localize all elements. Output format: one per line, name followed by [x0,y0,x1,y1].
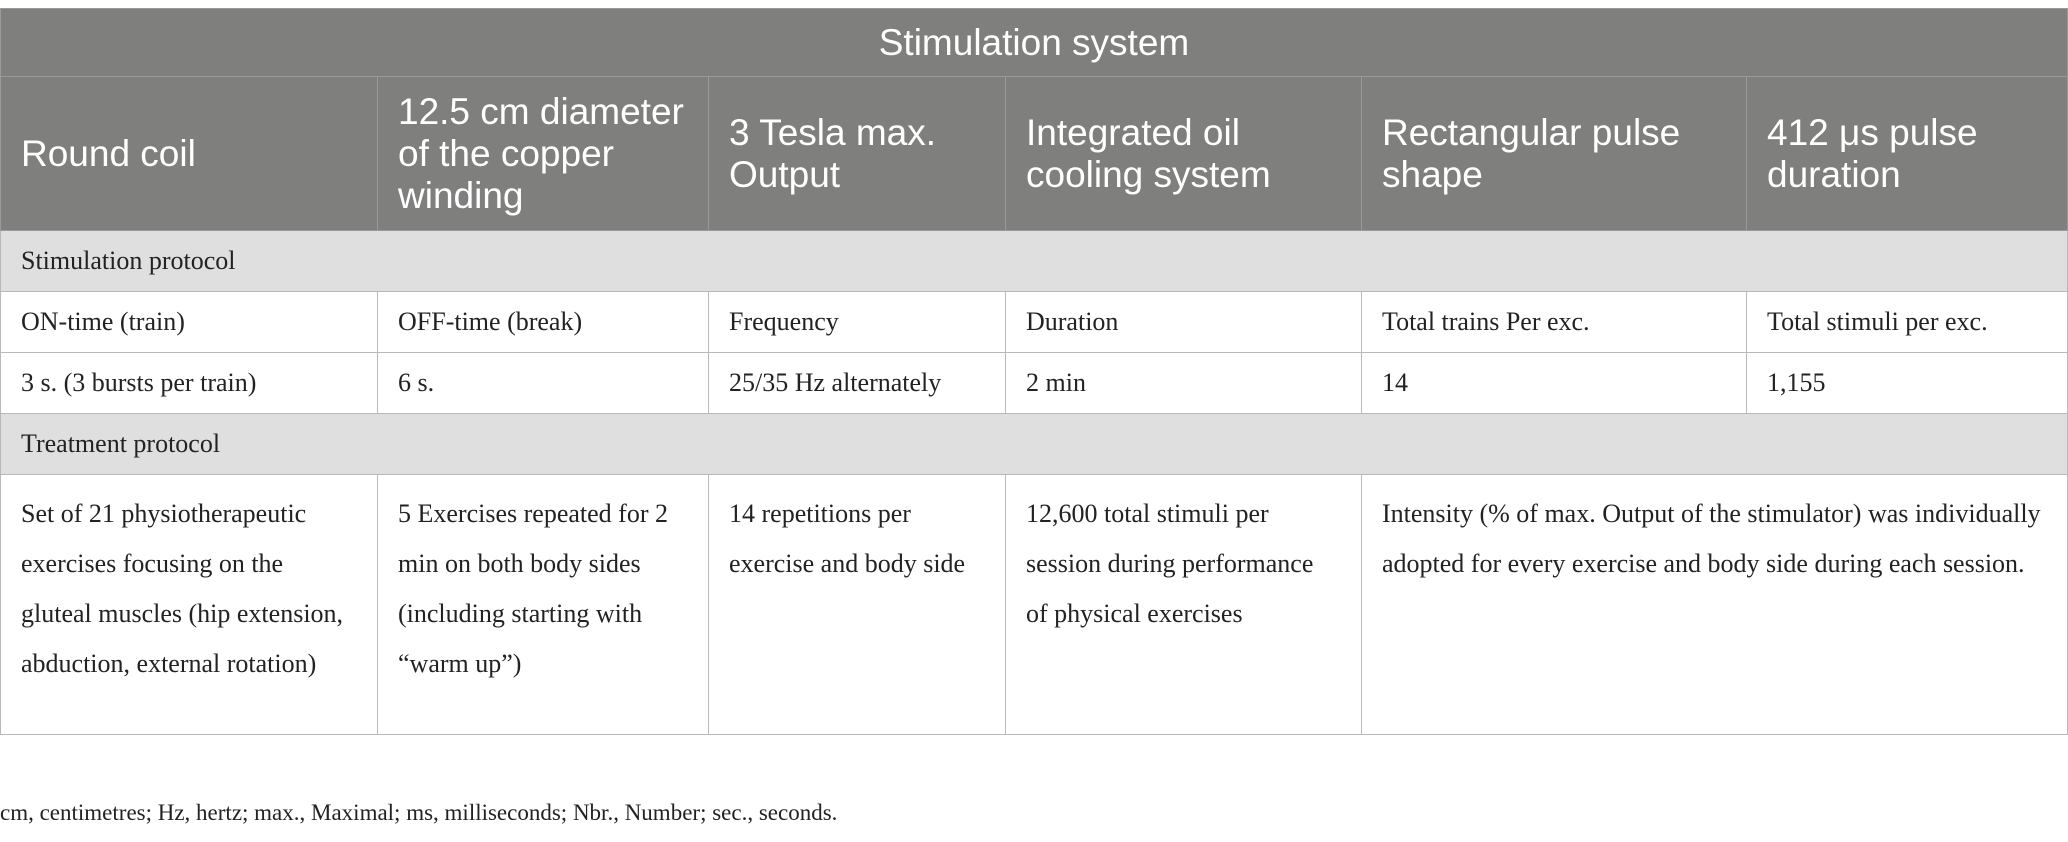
section-heading-stimulation: Stimulation protocol [0,230,2068,292]
header-off-time: OFF-time (break) [377,291,709,353]
spec-pulse-duration: 412 μs pulse duration [1746,76,2068,231]
header-frequency: Frequency [708,291,1006,353]
header-total-stimuli: Total stimuli per exc. [1746,291,2068,353]
value-on-time: 3 s. (3 bursts per train) [0,352,378,414]
table-footnote: cm, centimetres; Hz, hertz; max., Maxima… [0,800,838,825]
table-row: 3 s. (3 bursts per train) 6 s. 25/35 Hz … [0,352,2068,414]
treatment-exercises: Set of 21 physiotherapeutic exercises fo… [0,474,378,735]
header-total-trains: Total trains Per exc. [1361,291,1747,353]
value-total-trains: 14 [1361,352,1747,414]
header-duration: Duration [1005,291,1362,353]
treatment-intensity: Intensity (% of max. Output of the stimu… [1361,474,2068,735]
spec-output: 3 Tesla max. Output [708,76,1006,231]
table-row: ON-time (train) OFF-time (break) Frequen… [0,291,2068,353]
section-heading-treatment: Treatment protocol [0,413,2068,475]
section-row-treatment: Treatment protocol [0,413,2068,475]
section-row-stimulation: Stimulation protocol [0,230,2068,292]
spec-coil: Round coil [0,76,378,231]
value-off-time: 6 s. [377,352,709,414]
value-total-stimuli: 1,155 [1746,352,2068,414]
table-row: Set of 21 physiotherapeutic exercises fo… [0,474,2068,735]
treatment-repetitions: 14 repetitions per exercise and body sid… [708,474,1006,735]
spec-pulse-shape: Rectangular pulse shape [1361,76,1747,231]
protocol-table-container: Stimulation system Round coil 12.5 cm di… [0,8,2068,735]
title-row: Stimulation system [0,8,2068,77]
treatment-repetition-scheme: 5 Exercises repeated for 2 min on both b… [377,474,709,735]
spec-cooling: Integrated oil cooling system [1005,76,1362,231]
table-title: Stimulation system [0,8,2068,77]
treatment-total-stimuli: 12,600 total stimuli per session during … [1005,474,1362,735]
stimulation-table: Stimulation system Round coil 12.5 cm di… [0,8,2068,735]
header-on-time: ON-time (train) [0,291,378,353]
system-specs-row: Round coil 12.5 cm diameter of the coppe… [0,76,2068,231]
spec-diameter: 12.5 cm diameter of the copper winding [377,76,709,231]
value-duration: 2 min [1005,352,1362,414]
value-frequency: 25/35 Hz alternately [708,352,1006,414]
